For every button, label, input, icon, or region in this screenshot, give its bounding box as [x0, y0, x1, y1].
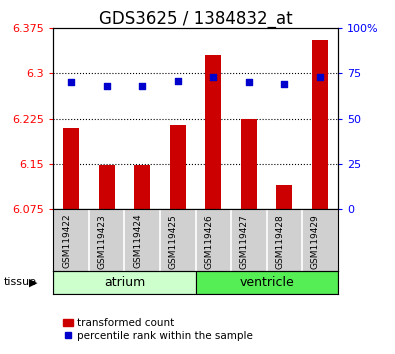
Text: GSM119427: GSM119427 — [240, 214, 249, 269]
Text: GSM119424: GSM119424 — [133, 214, 142, 268]
Legend: transformed count, percentile rank within the sample: transformed count, percentile rank withi… — [58, 314, 257, 345]
Bar — [63, 128, 79, 209]
Text: ▶: ▶ — [29, 277, 38, 287]
Text: GSM119428: GSM119428 — [275, 214, 284, 269]
Point — [281, 81, 288, 87]
Bar — [99, 165, 115, 209]
Text: ventricle: ventricle — [239, 276, 294, 289]
Point — [68, 80, 74, 85]
Text: GSM119429: GSM119429 — [311, 214, 320, 269]
Bar — [241, 119, 257, 209]
Point — [175, 78, 181, 84]
Point — [317, 74, 323, 80]
Bar — [276, 185, 292, 209]
Point — [103, 83, 110, 89]
Bar — [205, 56, 221, 209]
Text: tissue: tissue — [4, 277, 37, 287]
Point — [210, 74, 216, 80]
Bar — [134, 165, 150, 209]
Bar — [196, 271, 338, 294]
Text: GSM119423: GSM119423 — [98, 214, 107, 269]
Point — [246, 80, 252, 85]
Text: GSM119422: GSM119422 — [62, 214, 71, 268]
Bar — [312, 40, 328, 209]
Text: GSM119426: GSM119426 — [204, 214, 213, 269]
Point — [139, 83, 145, 89]
Text: GSM119425: GSM119425 — [169, 214, 178, 269]
Bar — [170, 125, 186, 209]
Bar — [53, 271, 196, 294]
Text: atrium: atrium — [104, 276, 145, 289]
Title: GDS3625 / 1384832_at: GDS3625 / 1384832_at — [99, 10, 292, 28]
